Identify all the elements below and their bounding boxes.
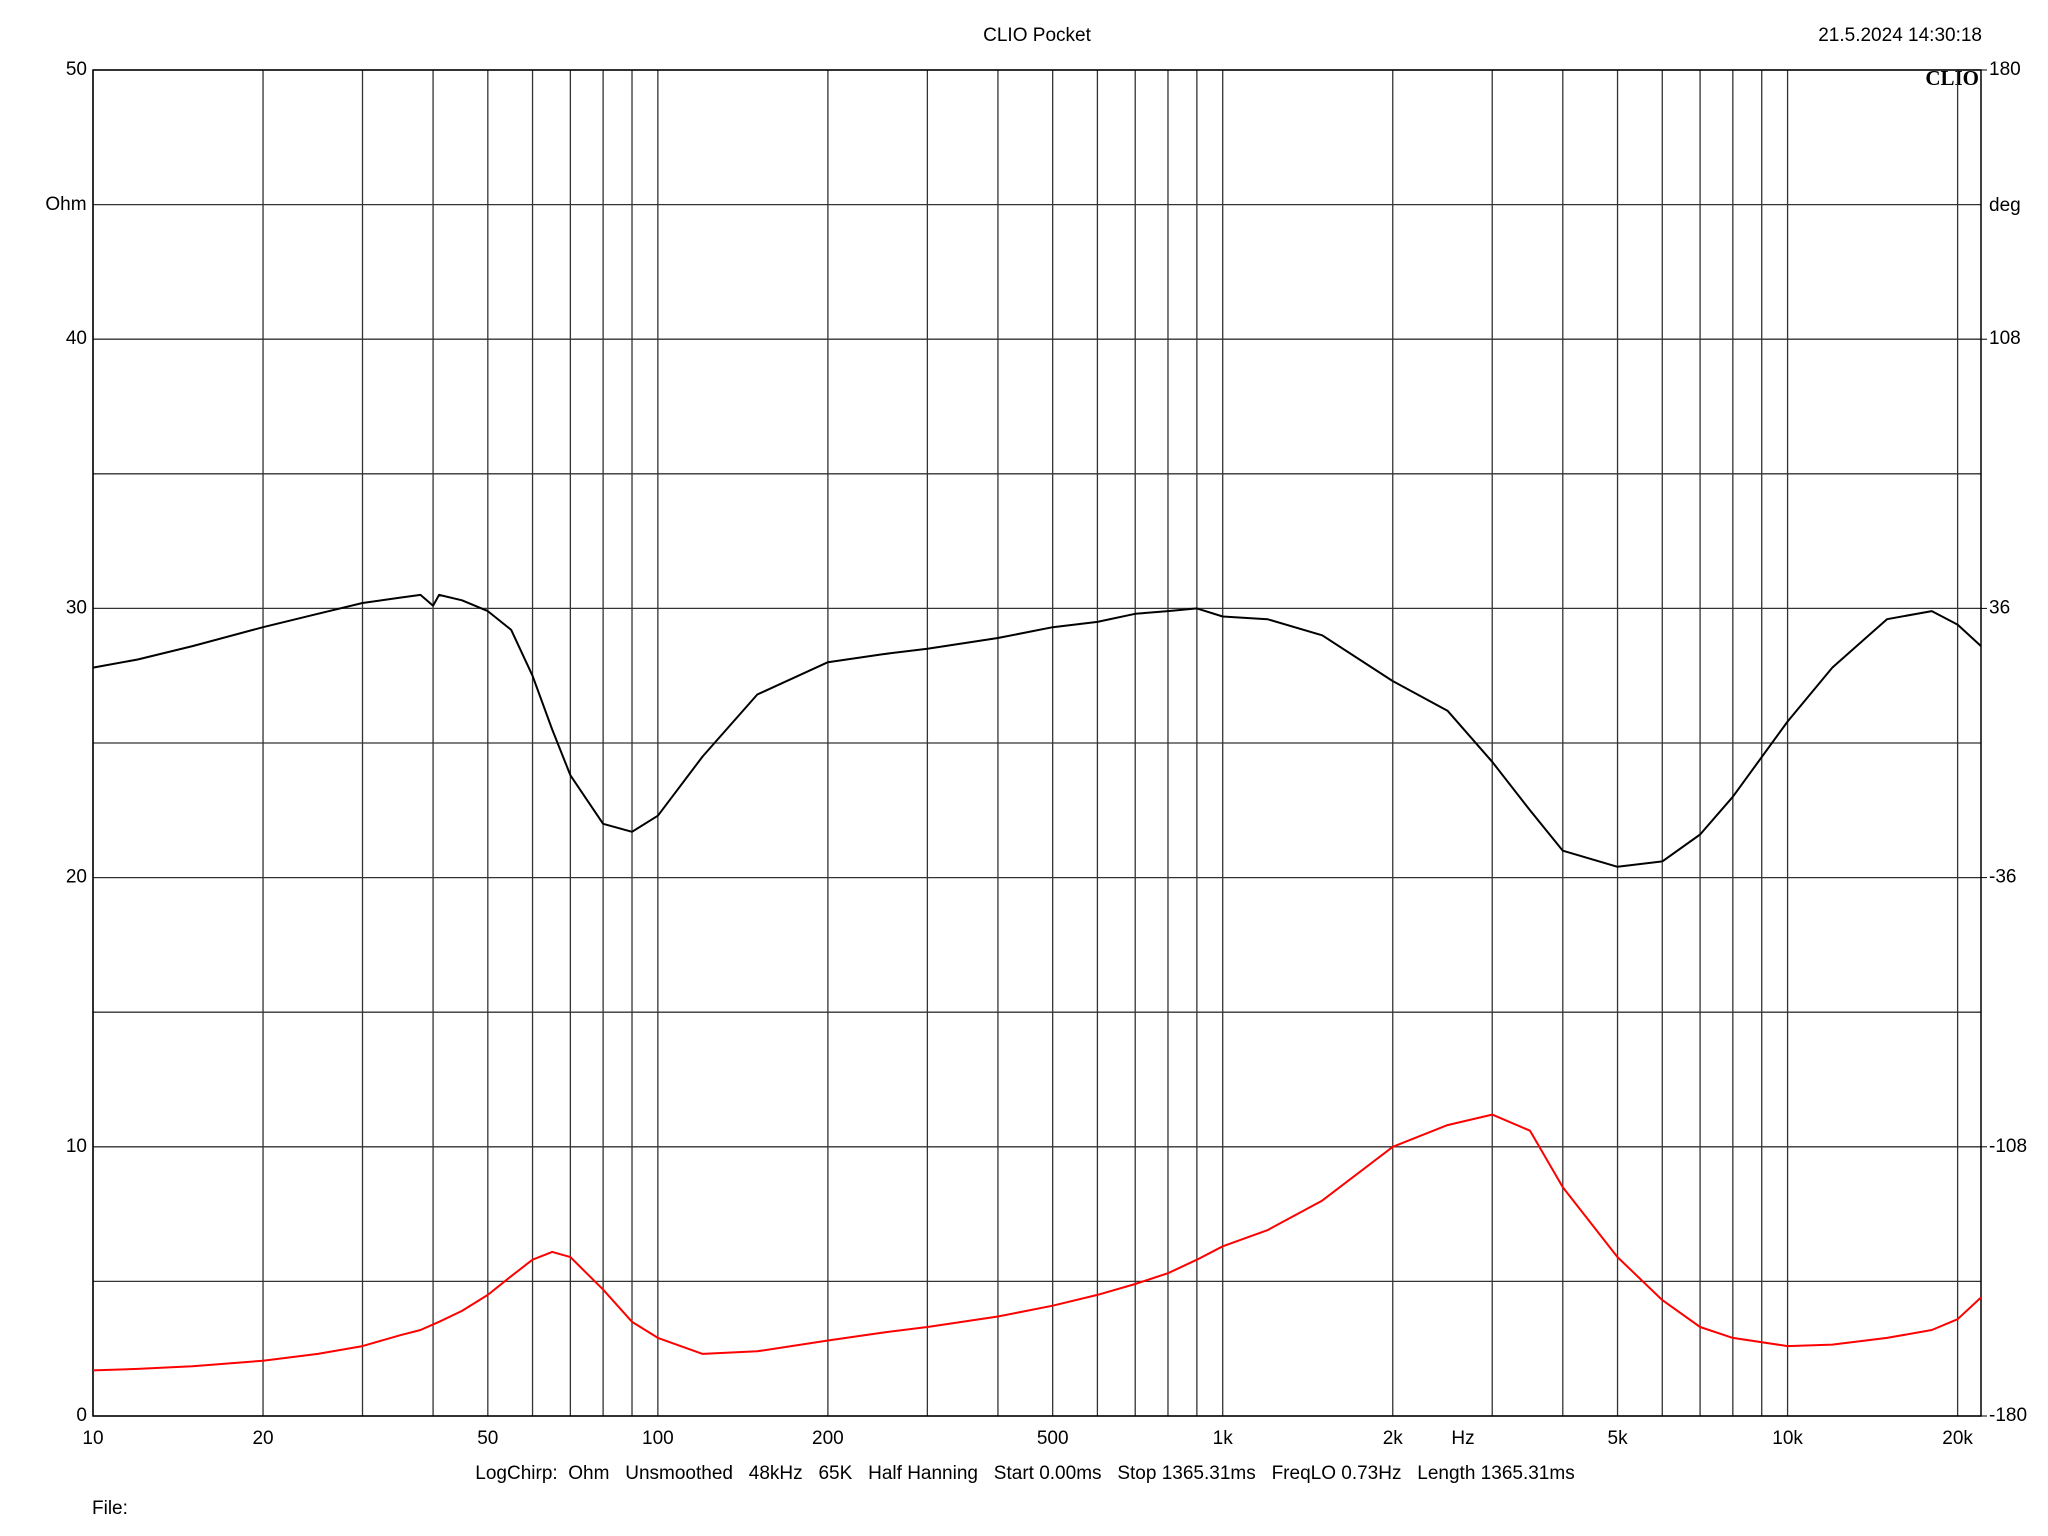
data-line bbox=[92, 1113, 1982, 1372]
x-axis-label: Hz bbox=[1451, 1428, 1474, 1449]
y2-tick-label: -36 bbox=[1989, 867, 2016, 888]
y-tick-label: 30 bbox=[66, 597, 87, 618]
data-line bbox=[92, 593, 1982, 868]
file-label: File: bbox=[92, 1498, 128, 1519]
x-tick-label: 20k bbox=[1942, 1428, 1973, 1449]
y-tick-label: 20 bbox=[66, 867, 87, 888]
x-tick-label: 20 bbox=[252, 1428, 273, 1449]
chart-title: CLIO Pocket bbox=[983, 25, 1091, 46]
y2-tick-label: 36 bbox=[1989, 597, 2010, 618]
x-tick-label: 5k bbox=[1608, 1428, 1629, 1449]
y-tick-label: 0 bbox=[76, 1405, 87, 1426]
x-tick-label: 2k bbox=[1383, 1428, 1404, 1449]
y2-tick-label: 180 bbox=[1989, 59, 2021, 80]
y-axis-label: Ohm bbox=[45, 194, 86, 215]
timestamp: 21.5.2024 14:30:18 bbox=[1818, 25, 1982, 46]
x-tick-label: 1k bbox=[1213, 1428, 1234, 1449]
y2-axis-label: deg bbox=[1989, 195, 2021, 216]
y-tick-label: 10 bbox=[66, 1136, 87, 1157]
x-tick-label: 10k bbox=[1772, 1428, 1803, 1449]
x-tick-label: 200 bbox=[812, 1428, 844, 1449]
plot-frame bbox=[92, 69, 1982, 1417]
y-tick-label: 40 bbox=[66, 328, 87, 349]
x-tick-label: 100 bbox=[642, 1428, 674, 1449]
y-tick-label: 50 bbox=[66, 59, 87, 80]
footer: LogChirp: Ohm Unsmoothed 48kHz 65K Half … bbox=[475, 1463, 1574, 1484]
y2-tick-label: 108 bbox=[1989, 328, 2021, 349]
y2-tick-label: -180 bbox=[1989, 1405, 2027, 1426]
x-tick-label: 500 bbox=[1037, 1428, 1069, 1449]
x-tick-label: 10 bbox=[82, 1428, 103, 1449]
x-tick-label: 50 bbox=[477, 1428, 498, 1449]
y2-tick-label: -108 bbox=[1989, 1136, 2027, 1157]
